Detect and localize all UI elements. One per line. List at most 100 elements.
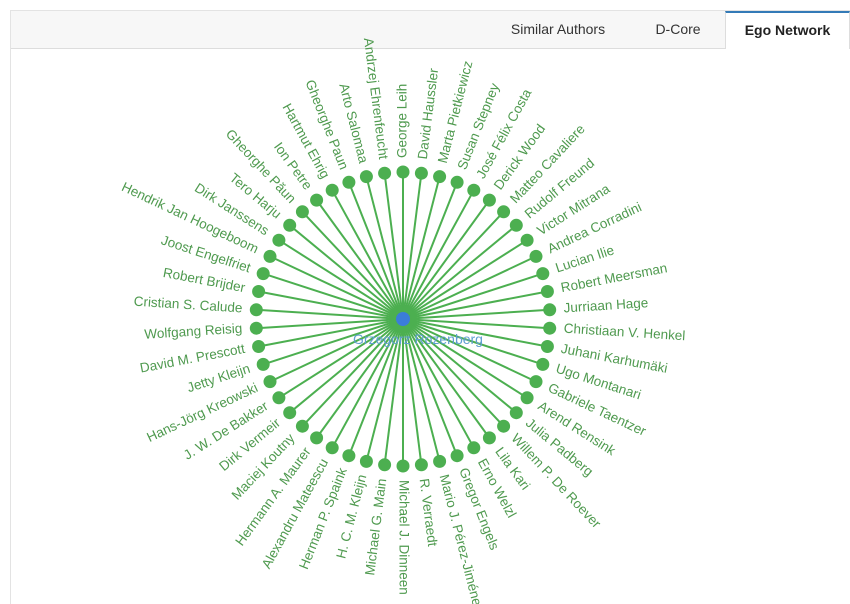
edge	[402, 290, 548, 320]
edge	[402, 173, 423, 320]
node-group	[249, 165, 557, 473]
edge	[383, 318, 404, 465]
neighbor-node[interactable]	[536, 357, 550, 371]
edge	[331, 189, 404, 320]
neighbor-label[interactable]: Jurriaan Hage	[563, 295, 649, 315]
neighbor-node[interactable]	[310, 193, 324, 207]
edge	[347, 181, 404, 320]
tab-ego-network[interactable]: Ego Network	[725, 11, 850, 49]
neighbor-label[interactable]: George Leih	[395, 84, 410, 158]
neighbor-node[interactable]	[540, 340, 554, 353]
neighbor-node[interactable]	[378, 458, 392, 472]
edge	[315, 199, 404, 320]
edge	[402, 318, 475, 449]
neighbor-node[interactable]	[272, 391, 286, 405]
neighbor-node[interactable]	[283, 218, 297, 232]
neighbor-label[interactable]: Michael J. Dinneen	[396, 480, 411, 595]
edge	[402, 255, 537, 320]
neighbor-node[interactable]	[256, 267, 270, 281]
edge	[256, 318, 404, 330]
edge	[402, 318, 423, 465]
edge	[289, 318, 404, 414]
neighbor-label[interactable]: Michael G. Main	[362, 478, 389, 577]
neighbor-node[interactable]	[359, 454, 373, 468]
tab-bar: Similar Authors D-Core Ego Network	[11, 11, 850, 49]
neighbor-node[interactable]	[256, 357, 270, 371]
neighbor-node[interactable]	[520, 391, 534, 405]
neighbor-node[interactable]	[396, 459, 410, 473]
edge	[402, 176, 441, 320]
neighbor-node[interactable]	[482, 431, 496, 445]
neighbor-node[interactable]	[310, 431, 324, 445]
edge	[402, 211, 505, 320]
center-node-label: Grzegorz Rozenberg	[353, 331, 483, 347]
neighbor-node[interactable]	[325, 441, 339, 455]
edge	[383, 173, 404, 320]
edge	[402, 318, 441, 462]
tab-d-core[interactable]: D-Core	[655, 21, 701, 37]
edge	[301, 318, 404, 427]
edge	[331, 318, 404, 449]
edge	[402, 308, 550, 320]
neighbor-node[interactable]	[396, 165, 410, 179]
neighbor-node[interactable]	[263, 249, 277, 263]
neighbor-node[interactable]	[509, 406, 523, 420]
neighbor-node[interactable]	[536, 267, 550, 281]
neighbor-node[interactable]	[414, 166, 428, 180]
neighbor-node[interactable]	[342, 175, 356, 189]
neighbor-node[interactable]	[272, 233, 286, 247]
neighbor-node[interactable]	[249, 303, 263, 317]
center-node[interactable]	[396, 312, 410, 326]
neighbor-label[interactable]: Wolfgang Reisig	[144, 321, 243, 342]
neighbor-node[interactable]	[509, 218, 523, 232]
edge	[402, 318, 517, 414]
neighbor-node[interactable]	[263, 375, 277, 389]
edge	[315, 318, 404, 439]
edge	[402, 189, 475, 320]
edge	[402, 272, 544, 320]
edge	[365, 176, 404, 320]
edge	[402, 318, 544, 366]
neighbor-node[interactable]	[295, 205, 309, 219]
neighbor-node[interactable]	[450, 449, 464, 463]
neighbor-node[interactable]	[467, 441, 481, 455]
neighbor-node[interactable]	[433, 454, 447, 468]
edge	[402, 181, 459, 320]
neighbor-node[interactable]	[295, 419, 309, 433]
neighbor-node[interactable]	[283, 406, 297, 420]
edge	[402, 318, 491, 439]
neighbor-node[interactable]	[450, 175, 464, 189]
neighbor-node[interactable]	[529, 249, 543, 263]
edge	[262, 318, 404, 366]
neighbor-node[interactable]	[482, 193, 496, 207]
neighbor-node[interactable]	[543, 303, 557, 317]
neighbor-node[interactable]	[252, 340, 266, 353]
neighbor-node[interactable]	[359, 170, 373, 184]
tab-similar-authors[interactable]: Similar Authors	[510, 21, 606, 37]
panel-frame	[10, 10, 850, 604]
neighbor-node[interactable]	[497, 419, 511, 433]
neighbor-node[interactable]	[540, 285, 554, 298]
neighbor-node[interactable]	[529, 375, 543, 389]
neighbor-node[interactable]	[342, 449, 356, 463]
neighbor-node[interactable]	[543, 321, 557, 335]
neighbor-label[interactable]: Cristian S. Calude	[133, 294, 243, 316]
neighbor-node[interactable]	[467, 183, 481, 197]
neighbor-node[interactable]	[497, 205, 511, 219]
neighbor-node[interactable]	[520, 233, 534, 247]
edge	[258, 318, 404, 348]
neighbor-label[interactable]: R. Verraedt	[417, 478, 440, 548]
neighbor-node[interactable]	[414, 458, 428, 472]
edge	[278, 239, 404, 320]
edge	[301, 211, 404, 320]
neighbor-node[interactable]	[433, 170, 447, 184]
edge	[402, 318, 537, 383]
neighbor-node[interactable]	[249, 321, 263, 335]
edge	[402, 318, 548, 348]
neighbor-node[interactable]	[252, 285, 266, 298]
neighbor-node[interactable]	[378, 166, 392, 180]
neighbor-label[interactable]: David Haussler	[415, 67, 441, 160]
neighbor-node[interactable]	[325, 183, 339, 197]
neighbor-label[interactable]: Christiaan V. Henkel	[563, 321, 686, 344]
